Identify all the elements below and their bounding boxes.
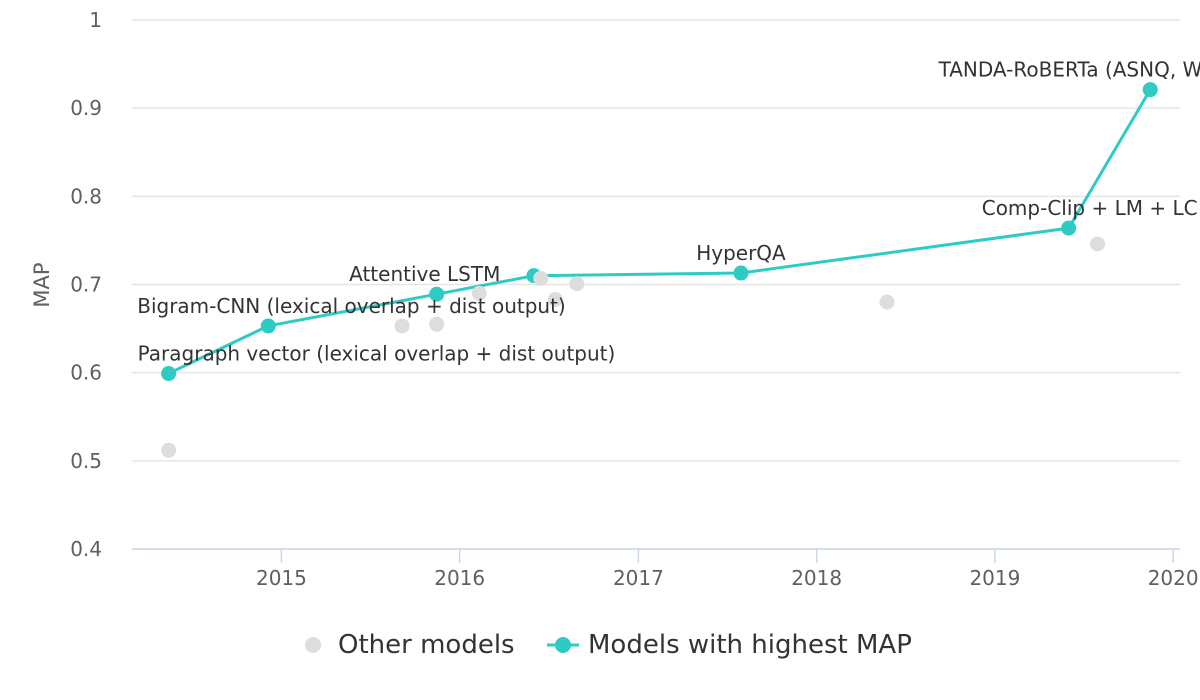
series-best <box>161 82 1158 382</box>
y-tick-label: 1 <box>89 8 102 32</box>
point-labels: Paragraph vector (lexical overlap + dist… <box>137 58 1200 366</box>
data-point-other[interactable] <box>1089 236 1105 252</box>
data-point-other[interactable] <box>394 318 410 334</box>
data-point-other[interactable] <box>471 285 487 301</box>
data-point-best[interactable] <box>1061 220 1077 236</box>
data-point-other[interactable] <box>569 276 585 292</box>
series-other <box>161 236 1105 458</box>
data-point-other[interactable] <box>161 442 177 458</box>
data-point-best[interactable] <box>161 366 177 382</box>
grid-lines <box>132 19 1180 550</box>
y-tick-label: 0.5 <box>70 449 102 473</box>
x-tick-label: 2018 <box>791 566 842 590</box>
data-point-best[interactable] <box>733 265 749 281</box>
data-label: Paragraph vector (lexical overlap + dist… <box>138 342 616 366</box>
data-point-other[interactable] <box>533 270 549 286</box>
y-tick-label: 0.9 <box>70 96 102 120</box>
x-tick-label: 2020 <box>1148 566 1199 590</box>
y-tick-label: 0.8 <box>70 184 102 208</box>
data-point-other[interactable] <box>429 316 445 332</box>
x-tick-label: 2019 <box>969 566 1020 590</box>
y-tick-label: 0.4 <box>70 537 102 561</box>
legend: Other models Models with highest MAP <box>305 630 912 660</box>
data-label: TANDA-RoBERTa (ASNQ, WikiQA) <box>938 58 1200 82</box>
x-tick-label: 2017 <box>613 566 664 590</box>
y-axis-title: MAP <box>30 262 54 307</box>
data-label: Comp-Clip + LM + LC <box>982 196 1198 220</box>
y-tick-label: 0.7 <box>70 273 102 297</box>
legend-marker-other <box>305 637 321 653</box>
legend-label-other: Other models <box>338 630 515 660</box>
legend-item-other[interactable]: Other models <box>305 630 515 660</box>
legend-item-best[interactable]: Models with highest MAP <box>547 630 912 660</box>
x-tick-label: 2016 <box>434 566 485 590</box>
data-label: Attentive LSTM <box>349 262 500 286</box>
data-point-best[interactable] <box>429 286 445 302</box>
x-tick-label: 2015 <box>256 566 307 590</box>
data-point-other[interactable] <box>547 291 563 307</box>
y-tick-label: 0.6 <box>70 361 102 385</box>
series-line-best <box>167 88 1152 375</box>
data-point-other[interactable] <box>879 294 895 310</box>
data-point-best[interactable] <box>260 318 276 334</box>
legend-marker-best <box>555 637 571 653</box>
data-label: Bigram-CNN (lexical overlap + dist outpu… <box>137 294 566 318</box>
data-label: HyperQA <box>696 241 786 265</box>
legend-label-best: Models with highest MAP <box>588 630 912 660</box>
y-axis: 0.4 0.5 0.6 0.7 0.8 0.9 1 <box>70 8 102 561</box>
x-axis: 2015 2016 2017 2018 2019 2020 <box>132 548 1199 590</box>
data-point-best[interactable] <box>1142 82 1158 98</box>
